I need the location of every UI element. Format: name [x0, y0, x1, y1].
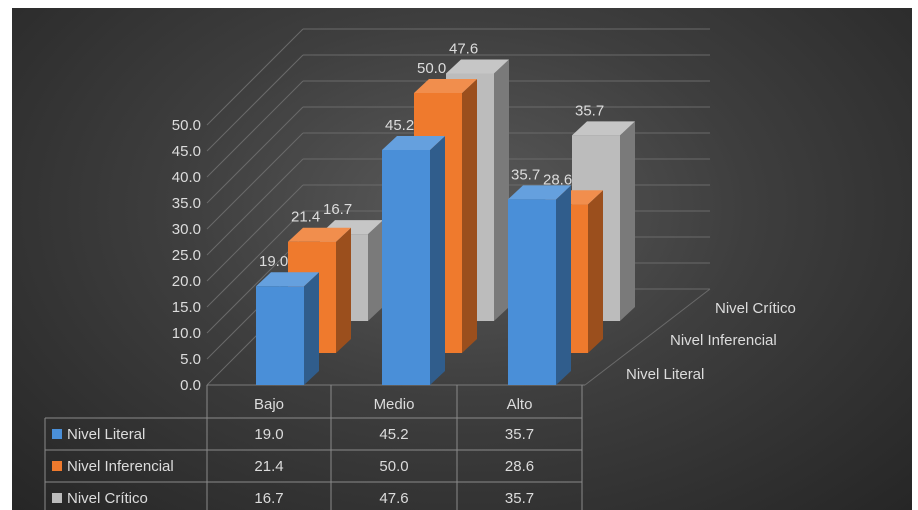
data-label: 16.7	[323, 201, 352, 218]
data-label: 47.6	[449, 40, 478, 57]
y-tick-label: 25.0	[172, 247, 201, 264]
table-cell: 47.6	[379, 490, 408, 507]
y-tick-label: 20.0	[172, 273, 201, 290]
y-tick-label: 35.0	[172, 195, 201, 212]
y-tick-label: 10.0	[172, 325, 201, 342]
y-tick-label: 30.0	[172, 221, 201, 238]
gridline-side	[206, 236, 304, 334]
gridline-side	[206, 106, 304, 204]
floor-right-edge	[584, 288, 711, 386]
bar-side	[620, 121, 635, 321]
data-label: 35.7	[511, 166, 540, 183]
bar-nivel-literal-alto	[508, 185, 571, 385]
gridline-side	[206, 28, 304, 126]
legend-swatch	[52, 429, 62, 439]
bar-side	[368, 220, 383, 321]
legend-swatch	[52, 493, 62, 503]
y-tick-label: 40.0	[172, 169, 201, 186]
table-cell: 16.7	[254, 490, 283, 507]
y-tick-label: 45.0	[172, 143, 201, 160]
bar-top	[572, 121, 635, 136]
bar-front	[256, 286, 304, 385]
table-header: Bajo	[254, 396, 284, 413]
table-row-label: Nivel Literal	[67, 426, 145, 443]
bar-top	[446, 59, 509, 74]
table-cell: 21.4	[254, 458, 283, 475]
gridline-side	[206, 210, 304, 308]
gridline-side	[206, 132, 304, 230]
bar-side	[462, 79, 477, 353]
bar-side	[494, 59, 509, 321]
bar-side	[588, 190, 603, 353]
bar-top	[256, 272, 319, 287]
gridline-side	[206, 184, 304, 282]
table-header: Alto	[507, 396, 533, 413]
bar-nivel-literal-medio	[382, 135, 445, 385]
bar-side	[556, 185, 571, 385]
bar-nivel-literal-bajo	[256, 272, 319, 385]
legend-swatch	[52, 461, 62, 471]
bar-top	[382, 135, 445, 150]
table-cell: 35.7	[505, 426, 534, 443]
table-cell: 19.0	[254, 426, 283, 443]
data-label: 45.2	[385, 117, 414, 134]
data-label: 21.4	[291, 209, 320, 226]
y-tick-label: 0.0	[180, 377, 201, 394]
table-header: Medio	[374, 396, 415, 413]
table-cell: 35.7	[505, 490, 534, 507]
depth-axis-label: Nivel Crítico	[715, 300, 796, 317]
y-tick-label: 15.0	[172, 299, 201, 316]
data-label: 35.7	[575, 102, 604, 119]
table-cell: 28.6	[505, 458, 534, 475]
gridline-side	[206, 158, 304, 256]
table-cell: 45.2	[379, 426, 408, 443]
data-label: 19.0	[259, 253, 288, 270]
table-cell: 50.0	[379, 458, 408, 475]
bar-side	[430, 135, 445, 385]
y-tick-label: 5.0	[180, 351, 201, 368]
bar-side	[336, 227, 351, 353]
table-row-label: Nivel Inferencial	[67, 458, 174, 475]
y-tick-label: 50.0	[172, 117, 201, 134]
data-label: 50.0	[417, 60, 446, 77]
depth-axis-label: Nivel Literal	[626, 366, 704, 383]
gridline-side	[206, 54, 304, 152]
data-label: 28.6	[543, 171, 572, 188]
bar-top	[414, 79, 477, 93]
bar-side	[304, 272, 319, 385]
bar-top	[508, 185, 571, 200]
depth-axis-label: Nivel Inferencial	[670, 332, 777, 349]
bar-front	[508, 199, 556, 385]
gridline-side	[206, 80, 304, 178]
table-row-label: Nivel Crítico	[67, 490, 148, 507]
bar-front	[382, 149, 430, 385]
bar-top	[288, 227, 351, 242]
